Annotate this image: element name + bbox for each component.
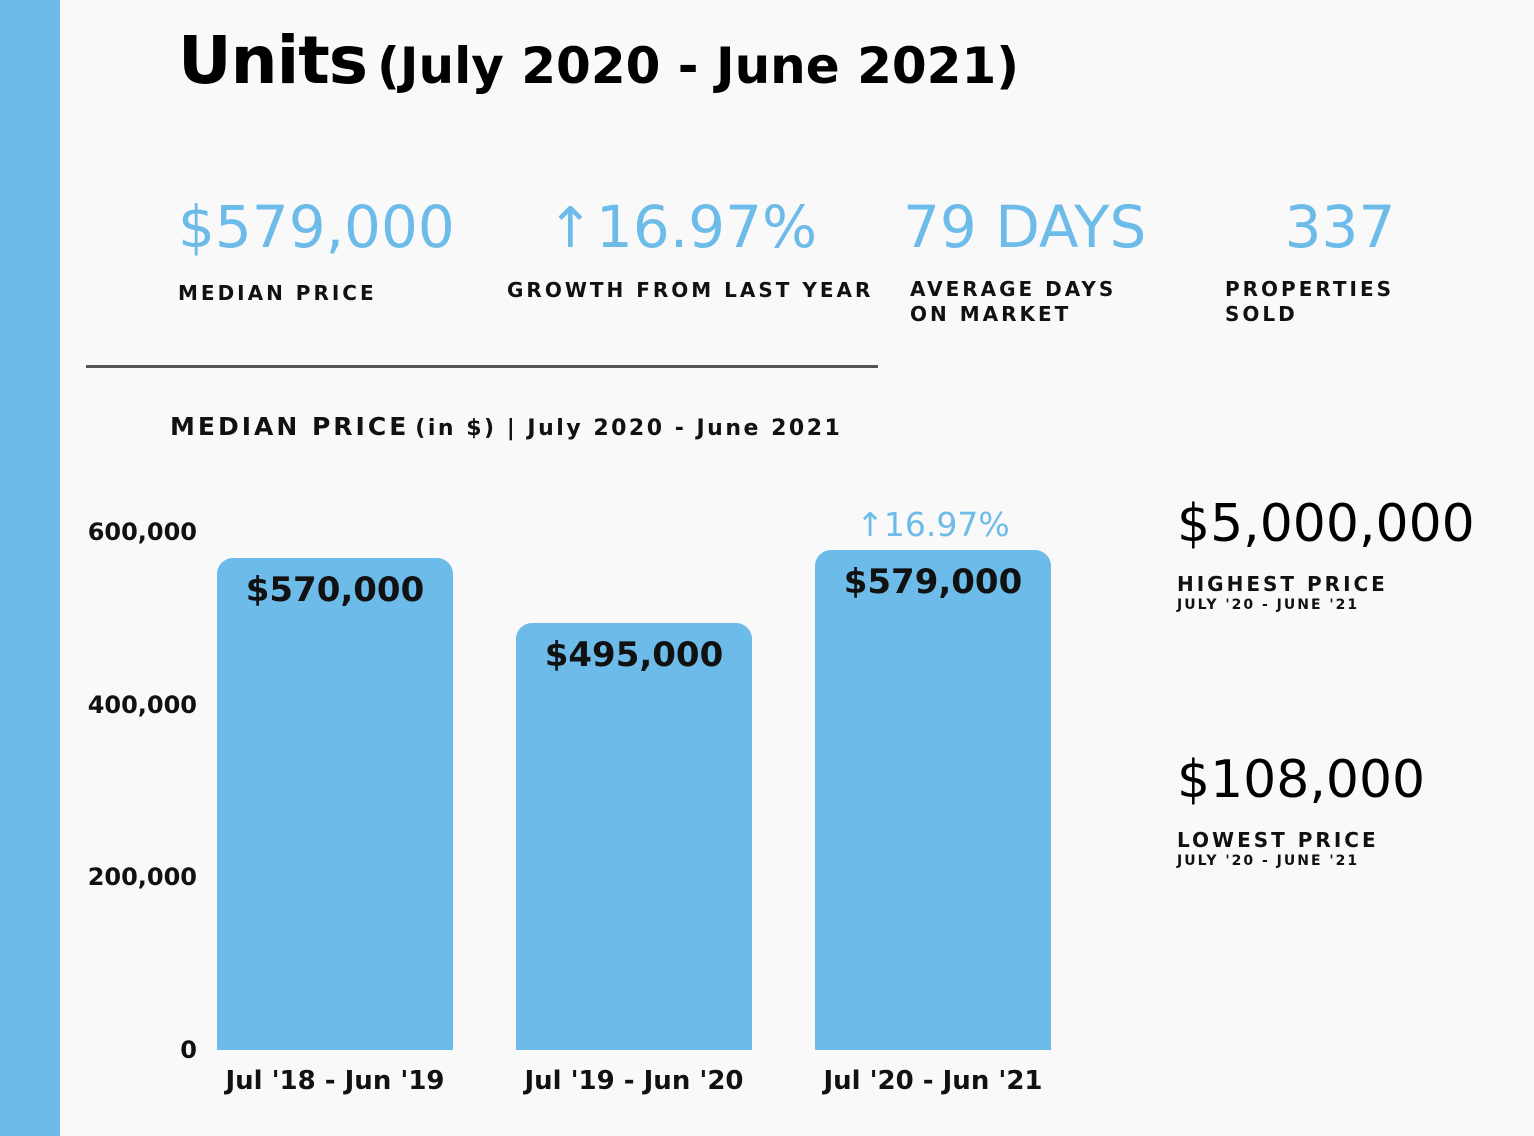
bar [217,557,453,1050]
title-main: Units [178,22,368,99]
up-arrow-icon: ↑ [856,505,884,545]
section-divider [86,365,878,368]
bar [815,550,1051,1050]
page-title: Units (July 2020 - June 2021) [178,22,1019,99]
bar-value-label: $579,000 [843,562,1023,603]
stat-days-value: 79 DAYS [903,193,1147,261]
growth-annotation-value: 16.97% [883,505,1010,545]
stat-median-price: $579,000 MEDIAN PRICE [178,198,455,306]
y-tick-label: 0 [180,1036,197,1064]
title-period: (July 2020 - June 2021) [377,37,1020,95]
stat-lowest-price: $108,000 LOWEST PRICE JULY '20 - JUNE '2… [1177,754,1425,870]
lowest-price-period: JULY '20 - JUNE '21 [1177,853,1360,869]
growth-annotation: ↑16.97% [815,506,1051,544]
y-tick-label: 200,000 [87,863,197,892]
chart-title-suffix: (in $) | July 2020 - June 2021 [415,416,843,441]
stat-growth: ↑16.97% GROWTH FROM LAST YEAR [507,196,873,303]
bar-value-label: $495,000 [544,634,724,675]
stat-median-price-label: MEDIAN PRICE [178,281,377,305]
bar [516,622,752,1050]
stat-properties-sold: 337 PROPERTIES SOLD [1225,198,1465,327]
x-category-label: Jul '20 - Jun '21 [823,1066,1043,1096]
highest-price-value: $5,000,000 [1177,494,1475,554]
accent-side-bar [0,0,60,1136]
stat-sold-value: 337 [1284,193,1396,261]
stat-growth-value: 16.97% [595,193,818,261]
highest-price-period: JULY '20 - JUNE '21 [1177,597,1360,613]
y-tick-label: 400,000 [87,690,197,719]
stat-days-label: AVERAGE DAYS ON MARKET [910,277,1117,326]
stat-sold-label: PROPERTIES SOLD [1225,277,1395,326]
lowest-price-value: $108,000 [1177,750,1426,810]
x-category-label: Jul '18 - Jun '19 [225,1066,445,1096]
chart-title: MEDIAN PRICE (in $) | July 2020 - June 20… [170,412,842,441]
lowest-price-label: LOWEST PRICE [1177,828,1379,852]
up-arrow-icon: ↑ [547,196,594,261]
highest-price-label: HIGHEST PRICE [1177,572,1388,596]
y-tick-label: 600,000 [87,518,197,546]
x-category-label: Jul '19 - Jun '20 [524,1066,744,1096]
stat-highest-price: $5,000,000 HIGHEST PRICE JULY '20 - JUNE… [1177,498,1475,614]
stat-days-on-market: 79 DAYS AVERAGE DAYS ON MARKET [903,198,1160,327]
bar-value-label: $570,000 [245,569,425,610]
stat-median-price-value: $579,000 [178,193,455,261]
stat-growth-label: GROWTH FROM LAST YEAR [507,278,874,302]
chart-title-main: MEDIAN PRICE [170,412,410,441]
